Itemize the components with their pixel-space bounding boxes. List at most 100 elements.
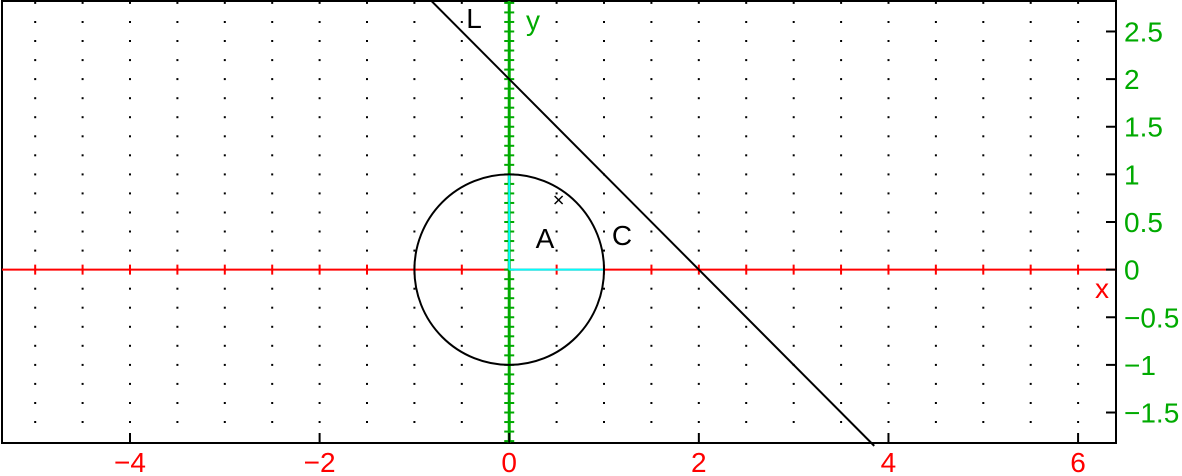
grid-dot [129, 97, 131, 100]
grid-dot [366, 192, 368, 195]
grid-dot [1029, 325, 1032, 328]
grid-dot [555, 192, 558, 195]
grid-dot [34, 21, 37, 23]
grid-dot [460, 230, 463, 233]
grid-dot [1029, 382, 1032, 385]
grid-dot [318, 287, 321, 290]
grid-dot [982, 21, 985, 23]
grid-dot [413, 287, 416, 290]
grid-dot [34, 363, 37, 366]
grid-dot [982, 135, 985, 138]
grid-dot [460, 59, 463, 62]
grid-dot [34, 192, 37, 195]
grid-dot [982, 116, 985, 119]
grid-dot [318, 173, 321, 176]
grid-dot [1029, 402, 1032, 404]
grid-dot [603, 1, 605, 4]
grid-dot [129, 116, 131, 119]
grid-dot [34, 249, 37, 252]
grid-dot [650, 97, 653, 100]
grid-dot [223, 344, 226, 347]
grid-dot [460, 382, 463, 385]
grid-dot [792, 192, 795, 195]
grid-dot [1077, 287, 1080, 290]
grid-dot [413, 192, 416, 195]
grid-dot [176, 192, 179, 195]
grid-dot [603, 402, 605, 404]
grid-dot [413, 344, 416, 347]
grid-dot [223, 59, 226, 62]
grid-dot [650, 325, 653, 328]
y-tick-label: 2 [1124, 64, 1140, 95]
grid-dot [603, 211, 605, 214]
grid-dot [697, 325, 700, 328]
grid-dot [555, 116, 558, 119]
grid-dot [223, 21, 226, 23]
grid-dot [1029, 116, 1032, 119]
grid-dot [792, 344, 795, 347]
grid-dot [460, 192, 463, 195]
grid-dot [934, 287, 937, 290]
grid-dot [555, 325, 558, 328]
grid-dot [982, 325, 985, 328]
grid-dot [745, 382, 748, 385]
grid-dot [129, 382, 131, 385]
grid-dot [1029, 78, 1032, 81]
grid-dot [982, 402, 985, 404]
grid-dot [34, 344, 37, 347]
grid-dot [366, 306, 368, 309]
grid-dot [745, 135, 748, 138]
y-tick-label: 1.5 [1124, 112, 1163, 143]
grid-dot [176, 154, 179, 157]
grid-dot [745, 325, 748, 328]
grid-dot [555, 1, 558, 4]
x-axis-label: x [1095, 273, 1109, 304]
grid-dot [460, 116, 463, 119]
grid-dot [460, 97, 463, 100]
grid-dot [460, 173, 463, 176]
grid-dot [318, 40, 321, 42]
grid-dot [934, 306, 937, 309]
grid-dot [413, 306, 416, 309]
grid-dot [603, 135, 605, 138]
grid-dot [650, 211, 653, 214]
grid-dot [271, 287, 274, 290]
grid-dot [697, 306, 700, 309]
grid-dot [934, 192, 937, 195]
grid-dot [555, 287, 558, 290]
grid-dot [223, 249, 226, 252]
grid-dot [34, 306, 37, 309]
grid-dot [650, 363, 653, 366]
grid-dot [840, 192, 843, 195]
grid-dot [366, 344, 368, 347]
grid-dot [129, 249, 131, 252]
grid-dot [271, 40, 274, 42]
grid-dot [555, 382, 558, 385]
grid-dot [792, 154, 795, 157]
grid-dot [1077, 230, 1080, 233]
grid-dot [840, 344, 843, 347]
grid-dot [1077, 78, 1080, 81]
grid-dot [745, 230, 748, 233]
grid-dot [34, 211, 37, 214]
grid-dot [460, 40, 463, 42]
grid-dot [81, 287, 84, 290]
grid-dot [271, 382, 274, 385]
grid-dot [318, 230, 321, 233]
grid-dot [129, 211, 131, 214]
grid-dot [271, 249, 274, 252]
grid-dot [840, 363, 843, 366]
grid-dot [603, 97, 605, 100]
grid-dot [650, 287, 653, 290]
grid-dot [176, 382, 179, 385]
grid-dot [176, 135, 179, 138]
grid-dot [460, 363, 463, 366]
grid-dot [81, 40, 84, 42]
grid-dot [460, 402, 463, 404]
grid-dot [603, 21, 605, 23]
grid-dot [887, 78, 890, 81]
grid-dot [81, 363, 84, 366]
grid-dot [792, 382, 795, 385]
grid-dot [887, 173, 890, 176]
grid-dot [792, 135, 795, 138]
